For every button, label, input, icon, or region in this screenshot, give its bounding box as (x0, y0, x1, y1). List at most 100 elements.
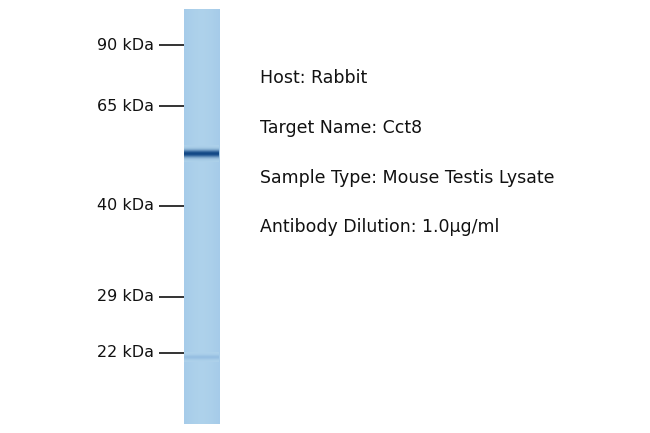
Bar (213, 9, 215, 424)
Text: Target Name: Cct8: Target Name: Cct8 (260, 119, 422, 137)
Bar (204, 9, 205, 424)
Bar (207, 9, 208, 424)
Bar (183, 352, 219, 353)
Bar (200, 9, 201, 424)
Bar (211, 9, 212, 424)
Bar (190, 9, 191, 424)
Bar (198, 9, 199, 424)
Bar (209, 9, 210, 424)
Bar (219, 9, 220, 424)
Bar (190, 9, 191, 424)
Bar (209, 9, 211, 424)
Bar (203, 9, 204, 424)
Bar (196, 9, 197, 424)
Bar (195, 9, 196, 424)
Bar (218, 9, 219, 424)
Bar (191, 9, 192, 424)
Bar (188, 9, 189, 424)
Bar (203, 9, 204, 424)
Bar (184, 9, 185, 424)
Bar (216, 9, 218, 424)
Bar (216, 9, 217, 424)
Bar (187, 9, 188, 424)
Bar (209, 9, 210, 424)
Bar (194, 9, 195, 424)
Bar (184, 9, 185, 424)
Bar (183, 358, 219, 359)
Bar (218, 9, 220, 424)
Bar (214, 9, 215, 424)
Bar (194, 9, 195, 424)
Bar (200, 9, 202, 424)
Bar (185, 9, 186, 424)
Bar (187, 9, 188, 424)
Text: 90 kDa: 90 kDa (97, 38, 153, 53)
Bar (183, 353, 219, 354)
Bar (202, 9, 203, 424)
Bar (199, 9, 200, 424)
Bar (214, 9, 215, 424)
Bar (201, 9, 202, 424)
Bar (212, 9, 213, 424)
Bar (202, 9, 203, 424)
Bar (192, 9, 194, 424)
Bar (215, 9, 216, 424)
Text: Antibody Dilution: 1.0μg/ml: Antibody Dilution: 1.0μg/ml (260, 218, 499, 236)
Bar (183, 360, 219, 361)
Bar (199, 9, 200, 424)
Bar (183, 355, 219, 356)
Bar (197, 9, 198, 424)
Bar (207, 9, 209, 424)
Bar (196, 9, 198, 424)
Bar (210, 9, 211, 424)
Bar (219, 9, 220, 424)
Bar (183, 359, 219, 360)
Bar (183, 357, 219, 358)
Bar (202, 9, 203, 424)
Bar (217, 9, 218, 424)
Bar (210, 9, 211, 424)
Bar (188, 9, 189, 424)
Bar (203, 9, 205, 424)
Bar (200, 9, 201, 424)
Bar (190, 9, 191, 424)
Bar (183, 355, 219, 356)
Bar (196, 9, 197, 424)
Bar (183, 358, 219, 359)
Bar (194, 9, 196, 424)
Bar (205, 9, 207, 424)
Bar (204, 9, 205, 424)
Bar (185, 9, 186, 424)
Text: 29 kDa: 29 kDa (97, 289, 153, 304)
Bar (192, 9, 193, 424)
Bar (186, 9, 187, 424)
Bar (185, 9, 187, 424)
Bar (207, 9, 208, 424)
Bar (208, 9, 209, 424)
Bar (192, 9, 193, 424)
Bar (213, 9, 214, 424)
Bar (198, 9, 199, 424)
Bar (183, 361, 219, 362)
Bar (211, 9, 212, 424)
Bar (211, 9, 213, 424)
Bar (183, 361, 219, 362)
Bar (193, 9, 194, 424)
Bar (208, 9, 209, 424)
Bar (201, 9, 202, 424)
Bar (183, 353, 219, 354)
Bar (214, 9, 215, 424)
Bar (183, 354, 219, 355)
Bar (193, 9, 194, 424)
Text: 40 kDa: 40 kDa (97, 198, 153, 213)
Bar (213, 9, 214, 424)
Bar (191, 9, 192, 424)
Bar (191, 9, 192, 424)
Bar (198, 9, 199, 424)
Bar (206, 9, 207, 424)
Bar (187, 9, 188, 424)
Bar (197, 9, 198, 424)
Bar (216, 9, 217, 424)
Bar (195, 9, 196, 424)
Bar (217, 9, 218, 424)
